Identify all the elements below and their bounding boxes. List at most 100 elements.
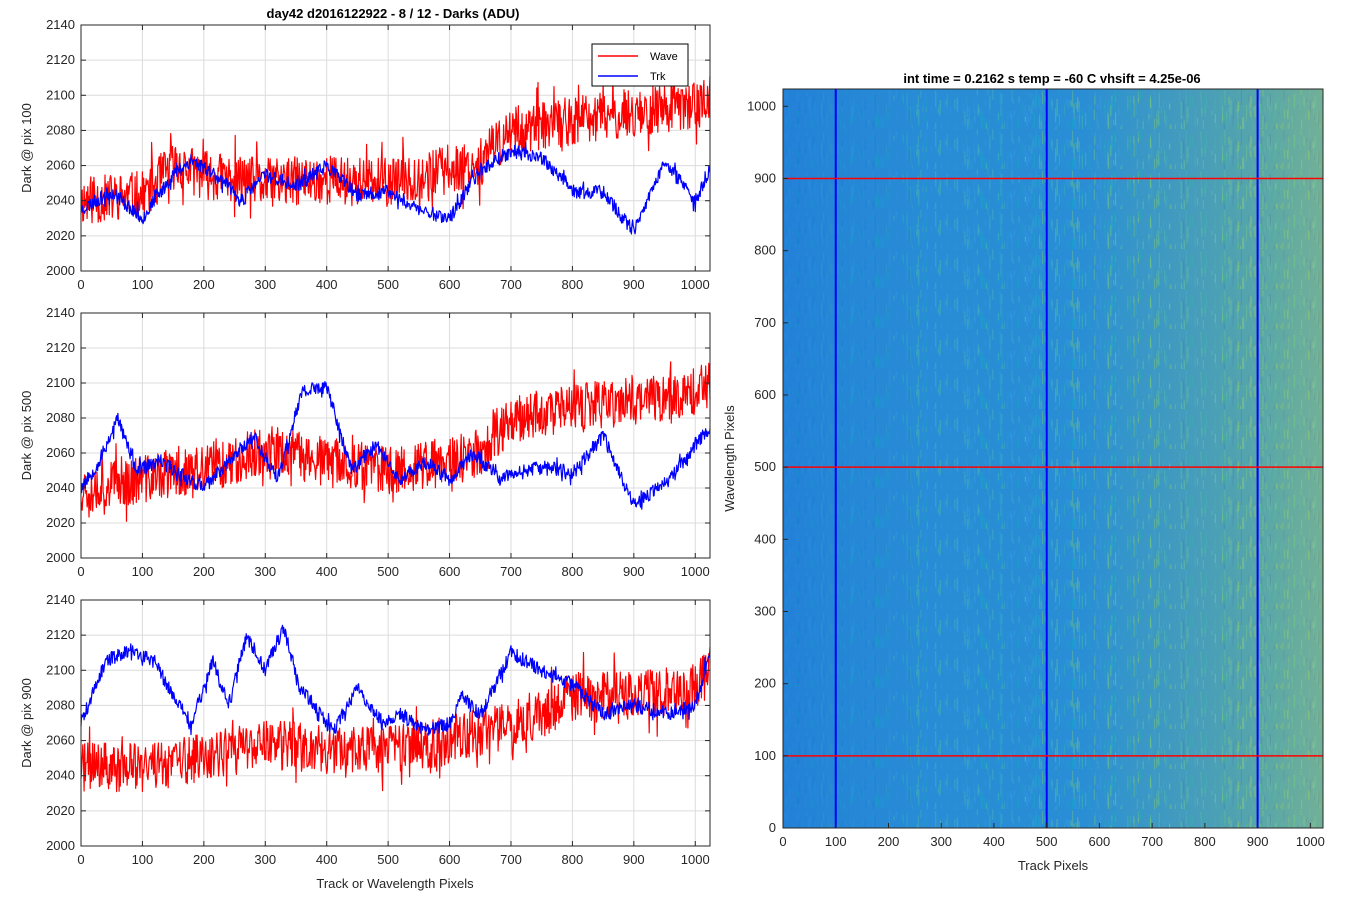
x-tick-label: 500 bbox=[377, 277, 399, 292]
y-tick-label: 2000 bbox=[46, 263, 75, 278]
x-tick-label: 1000 bbox=[681, 852, 710, 867]
x-tick-label: 500 bbox=[377, 564, 399, 579]
x-tick-label: 700 bbox=[500, 852, 522, 867]
x-tick-label: 300 bbox=[254, 564, 276, 579]
x-tick-label: 300 bbox=[930, 834, 952, 849]
x-tick-label: 100 bbox=[825, 834, 847, 849]
y-tick-label: 2100 bbox=[46, 662, 75, 677]
legend-box bbox=[591, 43, 689, 87]
heatmap-panel: 0 100 200 300 400 500 600 700 800 900 1000 0 100 200 3… bbox=[722, 88, 1325, 873]
y-tick-label: 300 bbox=[754, 603, 776, 618]
plot-area bbox=[81, 313, 710, 558]
y-tick-label: 1000 bbox=[747, 98, 776, 113]
y-tick-label: 2060 bbox=[46, 733, 75, 748]
y-tick-label: 2040 bbox=[46, 768, 75, 783]
heatmap-frame bbox=[782, 88, 1324, 829]
series-line-trk bbox=[80, 624, 711, 736]
left-panel-title: day42 d2016122922 - 8 / 12 - Darks (ADU) bbox=[267, 6, 520, 21]
legend-label-trk: Trk bbox=[650, 71, 666, 83]
line-panel-pix900: 0 100 200 300 400 500 600 700 800 900 1000 2000 2020… bbox=[19, 592, 711, 867]
axes-frame bbox=[80, 312, 711, 559]
x-tick-label: 200 bbox=[193, 277, 215, 292]
y-tick-label: 2080 bbox=[46, 122, 75, 137]
y-tick-label: 400 bbox=[754, 531, 776, 546]
x-tick-label: 400 bbox=[316, 564, 338, 579]
y-tick-label: 2020 bbox=[46, 228, 75, 243]
y-tick-label: 2140 bbox=[46, 592, 75, 607]
x-tick-label: 600 bbox=[439, 277, 461, 292]
y-tick-label: 600 bbox=[754, 387, 776, 402]
y-axis-label: Dark @ pix 900 bbox=[19, 678, 34, 768]
x-tick-label: 400 bbox=[983, 834, 1005, 849]
line-panel-pix500: 0 100 200 300 400 500 600 700 800 900 1000 2000 2020… bbox=[19, 305, 711, 579]
y-tick-label: 500 bbox=[754, 459, 776, 474]
x-tick-label: 900 bbox=[1247, 834, 1269, 849]
x-tick-label: 800 bbox=[1194, 834, 1216, 849]
x-tick-label: 900 bbox=[623, 564, 645, 579]
x-tick-label: 200 bbox=[193, 564, 215, 579]
x-tick-label: 0 bbox=[779, 834, 786, 849]
x-tick-label: 300 bbox=[254, 852, 276, 867]
x-tick-label: 100 bbox=[132, 277, 154, 292]
series-line-trk bbox=[80, 142, 711, 235]
y-tick-label: 2120 bbox=[46, 627, 75, 642]
heatmap-title: int time = 0.2162 s temp = -60 C vhsift … bbox=[903, 71, 1200, 86]
y-tick-label: 2140 bbox=[46, 17, 75, 32]
x-tick-label: 700 bbox=[1141, 834, 1163, 849]
series-line-wave bbox=[80, 647, 711, 793]
x-tick-label: 600 bbox=[1089, 834, 1111, 849]
x-tick-label: 100 bbox=[132, 564, 154, 579]
x-tick-label: 300 bbox=[254, 277, 276, 292]
x-tick-label: 500 bbox=[377, 852, 399, 867]
x-tick-label: 0 bbox=[77, 852, 84, 867]
y-tick-label: 2140 bbox=[46, 305, 75, 320]
y-tick-label: 900 bbox=[754, 170, 776, 185]
x-tick-label: 500 bbox=[1036, 834, 1058, 849]
y-tick-label: 2100 bbox=[46, 375, 75, 390]
x-tick-label: 800 bbox=[562, 852, 584, 867]
y-axis-label: Dark @ pix 100 bbox=[19, 103, 34, 193]
y-tick-label: 0 bbox=[769, 820, 776, 835]
x-tick-label: 900 bbox=[623, 852, 645, 867]
heatmap-right-warm bbox=[783, 89, 1323, 828]
x-tick-label: 700 bbox=[500, 277, 522, 292]
legend-label-wave: Wave bbox=[650, 51, 678, 63]
y-tick-label: 2060 bbox=[46, 445, 75, 460]
y-tick-label: 2060 bbox=[46, 158, 75, 173]
y-tick-label: 2100 bbox=[46, 87, 75, 102]
x-tick-label: 1000 bbox=[1296, 834, 1325, 849]
y-axis-label: Dark @ pix 500 bbox=[19, 391, 34, 481]
axes-frame bbox=[80, 24, 711, 272]
x-tick-label: 600 bbox=[439, 564, 461, 579]
y-tick-label: 2020 bbox=[46, 515, 75, 530]
y-tick-label: 800 bbox=[754, 243, 776, 258]
y-tick-label: 2080 bbox=[46, 697, 75, 712]
x-tick-label: 800 bbox=[562, 277, 584, 292]
y-tick-label: 2120 bbox=[46, 52, 75, 67]
series-line-trk bbox=[80, 381, 711, 510]
x-tick-label: 400 bbox=[316, 277, 338, 292]
x-tick-label: 100 bbox=[132, 852, 154, 867]
shared-x-axis-label: Track or Wavelength Pixels bbox=[316, 876, 474, 891]
x-tick-label: 400 bbox=[316, 852, 338, 867]
x-tick-label: 1000 bbox=[681, 564, 710, 579]
series-line-wave bbox=[80, 72, 711, 224]
x-tick-label: 600 bbox=[439, 852, 461, 867]
x-tick-label: 0 bbox=[77, 564, 84, 579]
x-tick-label: 200 bbox=[878, 834, 900, 849]
x-tick-label: 700 bbox=[500, 564, 522, 579]
heatmap-y-axis-label: Wavelength Pixels bbox=[722, 405, 737, 512]
plot-area bbox=[81, 600, 710, 846]
x-tick-label: 0 bbox=[77, 277, 84, 292]
y-tick-label: 200 bbox=[754, 676, 776, 691]
y-tick-label: 2080 bbox=[46, 410, 75, 425]
x-tick-label: 800 bbox=[562, 564, 584, 579]
x-tick-label: 200 bbox=[193, 852, 215, 867]
y-tick-label: 2120 bbox=[46, 340, 75, 355]
y-tick-label: 100 bbox=[754, 748, 776, 763]
line-panel-pix100: 0 100 200 300 400 500 600 700 800 900 1000 2000 2020… bbox=[19, 17, 711, 292]
y-tick-label: 2000 bbox=[46, 550, 75, 565]
y-tick-label: 2000 bbox=[46, 838, 75, 853]
y-tick-label: 2020 bbox=[46, 803, 75, 818]
